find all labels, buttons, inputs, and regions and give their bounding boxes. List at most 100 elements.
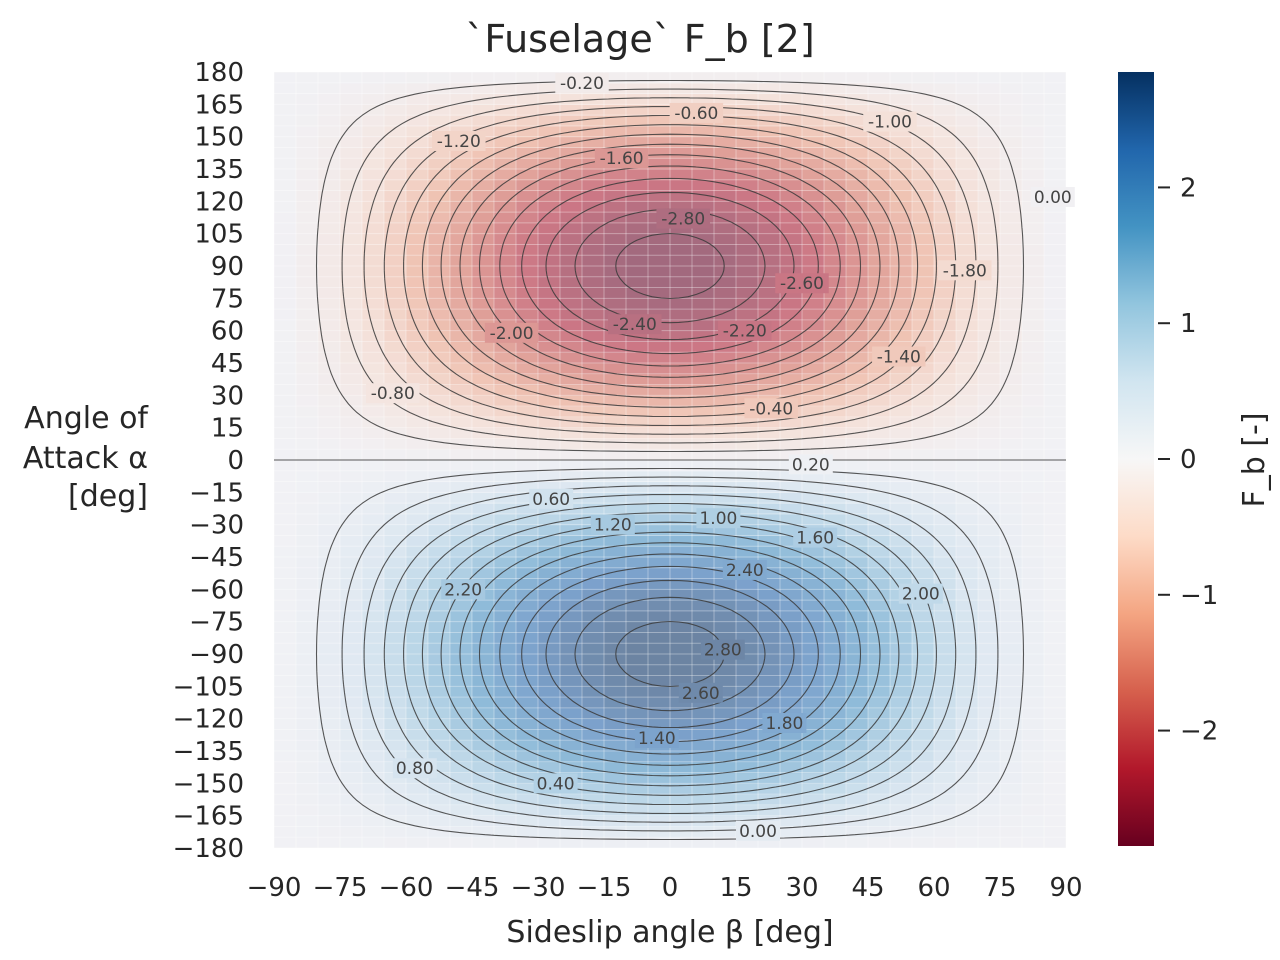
heatmap-cell	[604, 115, 627, 127]
heatmap-cell	[802, 729, 825, 741]
heatmap-cell	[516, 416, 539, 429]
heatmap-cell	[296, 222, 319, 235]
heatmap-cell	[626, 406, 649, 418]
heatmap-cell	[692, 319, 715, 332]
heatmap-cell	[362, 416, 385, 429]
heatmap-cell	[560, 804, 583, 817]
heatmap-cell	[582, 244, 605, 256]
heatmap-cell	[494, 438, 517, 450]
heatmap-cell	[494, 557, 517, 569]
heatmap-cell	[406, 578, 429, 590]
heatmap-cell	[758, 740, 781, 752]
heatmap-cell	[934, 578, 957, 590]
heatmap-cell	[692, 783, 715, 795]
heatmap-cell	[956, 600, 979, 612]
heatmap-cell	[1044, 416, 1066, 429]
heatmap-cell	[626, 513, 649, 526]
heatmap-cell	[956, 244, 979, 256]
heatmap-cell	[516, 136, 539, 149]
heatmap-cell	[956, 169, 979, 181]
heatmap-cell	[1022, 740, 1045, 752]
heatmap-cell	[868, 395, 891, 407]
heatmap-cell	[890, 427, 913, 440]
heatmap-cell	[626, 233, 649, 246]
heatmap-cell	[670, 751, 693, 763]
heatmap-cell	[824, 600, 847, 612]
heatmap-cell	[648, 82, 671, 95]
heatmap-cell	[340, 406, 363, 418]
heatmap-cell	[538, 740, 561, 752]
heatmap-cell	[362, 115, 385, 127]
heatmap-cell	[824, 751, 847, 763]
heatmap-cell	[780, 761, 803, 774]
heatmap-cell	[1000, 600, 1023, 612]
heatmap-cell	[362, 535, 385, 547]
heatmap-cell	[648, 158, 671, 170]
y-tick-label: −30	[189, 511, 244, 541]
heatmap-cell	[824, 266, 847, 278]
heatmap-cell	[494, 772, 517, 784]
heatmap-cell	[318, 697, 341, 709]
contour-label: -0.40	[749, 399, 793, 419]
heatmap-cell	[406, 557, 429, 569]
heatmap-cell	[428, 783, 451, 795]
heatmap-cell	[362, 675, 385, 687]
heatmap-cell	[340, 610, 363, 623]
heatmap-cell	[560, 718, 583, 731]
heatmap-cell	[560, 610, 583, 623]
heatmap-cell	[714, 104, 737, 116]
heatmap-cell	[494, 212, 517, 224]
heatmap-cell	[428, 503, 451, 515]
contour-label-bg	[744, 398, 798, 419]
heatmap-cell	[912, 600, 935, 612]
heatmap-cell	[340, 319, 363, 332]
heatmap-cell	[1044, 384, 1066, 396]
heatmap-cell	[780, 643, 803, 655]
heatmap-cell	[1022, 513, 1045, 526]
heatmap-cell	[692, 266, 715, 278]
heatmap-cell	[362, 330, 385, 343]
heatmap-cell	[912, 438, 935, 450]
heatmap-cell	[1044, 837, 1066, 848]
heatmap-cell	[670, 147, 693, 159]
heatmap-cell	[626, 718, 649, 731]
heatmap-cell	[340, 115, 363, 127]
heatmap-cell	[714, 449, 737, 461]
heatmap-cell	[538, 222, 561, 235]
heatmap-cell	[494, 136, 517, 149]
heatmap-cell	[450, 449, 473, 461]
heatmap-cell	[516, 707, 539, 720]
heatmap-cell	[340, 384, 363, 396]
y-axis-ticks: 1801651501351201059075604530150−15−30−45…	[173, 58, 244, 864]
heatmap-cell	[1044, 179, 1066, 192]
heatmap-cell	[494, 654, 517, 666]
heatmap-cell	[934, 513, 957, 526]
heatmap-cell	[648, 804, 671, 817]
heatmap-cell	[340, 104, 363, 116]
heatmap-cell	[692, 427, 715, 440]
heatmap-cell	[648, 460, 671, 472]
y-tick-label: 30	[211, 381, 244, 411]
heatmap-cell	[1000, 481, 1023, 493]
heatmap-cell	[780, 373, 803, 386]
heatmap-cell	[1044, 319, 1066, 332]
heatmap-cell	[1000, 697, 1023, 709]
heatmap-cell	[802, 395, 825, 407]
heatmap-cell	[868, 664, 891, 677]
heatmap-cell	[670, 729, 693, 741]
heatmap-cell	[362, 751, 385, 763]
contour-label-bg	[392, 758, 437, 779]
heatmap-cell	[934, 524, 957, 537]
heatmap-cell	[1044, 115, 1066, 127]
heatmap-cell	[736, 751, 759, 763]
heatmap-cell	[1000, 244, 1023, 256]
heatmap-cell	[362, 503, 385, 515]
heatmap-cell	[560, 363, 583, 375]
heatmap-cell	[494, 632, 517, 644]
heatmap-cell	[340, 600, 363, 612]
heatmap-cell	[780, 416, 803, 429]
heatmap-cell	[472, 772, 495, 784]
heatmap-cell	[274, 179, 297, 192]
heatmap-cell	[890, 503, 913, 515]
heatmap-cell	[604, 201, 627, 213]
